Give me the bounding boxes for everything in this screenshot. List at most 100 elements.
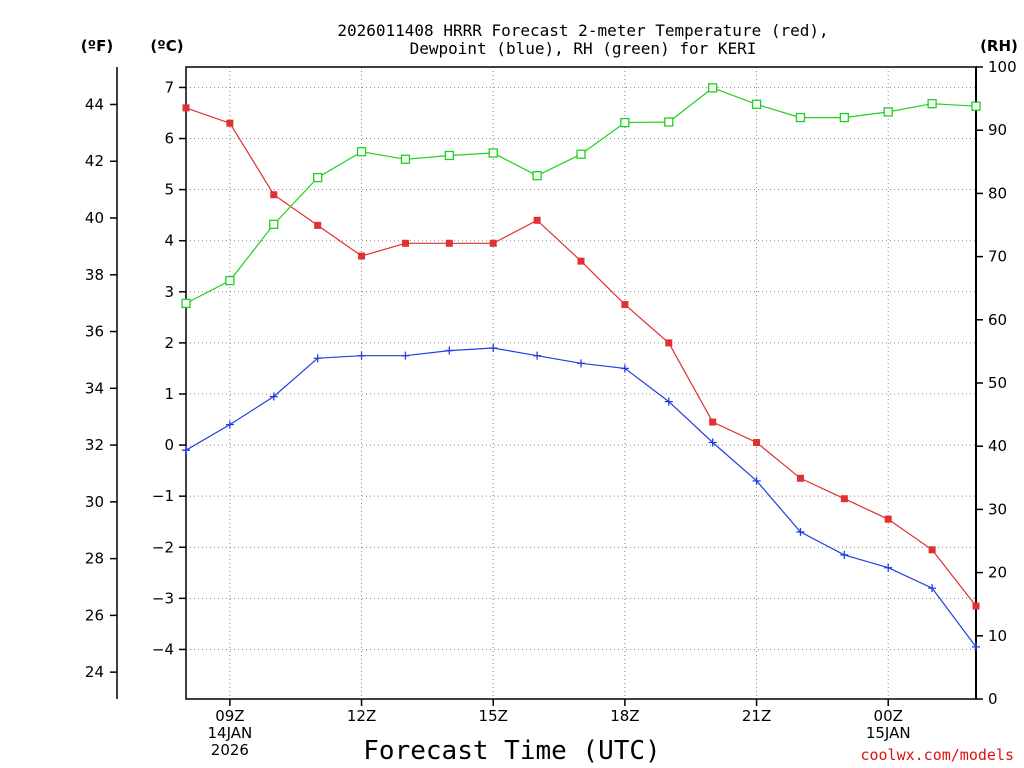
fahrenheit-tick-label: 24 bbox=[85, 663, 104, 681]
temperature-point bbox=[972, 602, 980, 610]
temperature-point bbox=[577, 257, 585, 265]
rh-point bbox=[620, 117, 630, 128]
celsius-tick-label: 3 bbox=[164, 283, 174, 301]
temperature-point bbox=[533, 216, 541, 224]
dewpoint-point bbox=[401, 351, 410, 360]
temperature-point bbox=[445, 239, 453, 247]
dewpoint-point bbox=[269, 392, 278, 401]
credit-text: coolwx.com/models bbox=[860, 746, 1014, 764]
rh-point bbox=[576, 149, 586, 159]
celsius-tick-label: 5 bbox=[164, 181, 174, 199]
celsius-tick-label: 2 bbox=[164, 334, 174, 352]
dewpoint-point bbox=[840, 550, 849, 559]
grid bbox=[186, 67, 976, 699]
temperature-point bbox=[884, 515, 892, 523]
dewpoint-point bbox=[357, 351, 366, 360]
temperature-point bbox=[226, 119, 234, 127]
temperature-point bbox=[753, 439, 761, 447]
dewpoint-point bbox=[752, 476, 761, 485]
fahrenheit-tick-label: 40 bbox=[85, 209, 104, 227]
rh-unit-label: (RH) bbox=[980, 37, 1018, 55]
x-tick-label: 14JAN bbox=[208, 724, 253, 742]
rh-point bbox=[708, 83, 718, 93]
fahrenheit-tick-label: 26 bbox=[85, 606, 104, 624]
rh-point bbox=[532, 171, 542, 181]
temperature-point bbox=[665, 339, 673, 347]
dewpoint-point bbox=[445, 346, 454, 355]
x-tick-label: 2026 bbox=[211, 741, 249, 759]
rh-point bbox=[971, 101, 981, 111]
celsius-unit-label: (ºC) bbox=[150, 37, 183, 55]
celsius-tick-label: 0 bbox=[164, 436, 174, 454]
x-tick-label: 15JAN bbox=[866, 724, 911, 742]
rh-line bbox=[185, 87, 977, 304]
temperature-point bbox=[182, 104, 190, 112]
rh-point bbox=[664, 117, 674, 127]
rh-tick-label: 30 bbox=[988, 500, 1007, 518]
dewpoint-point bbox=[664, 397, 673, 406]
dewpoint-point bbox=[796, 527, 805, 536]
dewpoint-point bbox=[928, 584, 937, 593]
rh-point bbox=[225, 275, 235, 286]
dewpoint-point bbox=[708, 438, 717, 447]
celsius-tick-label: −1 bbox=[152, 487, 174, 505]
celsius-tick-label: −2 bbox=[152, 538, 174, 556]
x-tick-label: 18Z bbox=[610, 707, 639, 725]
temperature-point bbox=[796, 474, 804, 482]
fahrenheit-tick-label: 32 bbox=[85, 436, 104, 454]
dewpoint-point bbox=[182, 446, 190, 455]
dewpoint-line bbox=[185, 347, 977, 648]
fahrenheit-tick-label: 44 bbox=[85, 95, 104, 113]
temperature-point bbox=[489, 239, 497, 247]
rh-tick-label: 0 bbox=[988, 690, 998, 708]
series-dewpoint bbox=[182, 344, 980, 651]
series-temperature bbox=[182, 104, 980, 610]
temperature-point bbox=[928, 546, 936, 554]
celsius-tick-label: −4 bbox=[152, 640, 174, 658]
celsius-tick-label: 4 bbox=[164, 232, 174, 250]
dewpoint-point bbox=[533, 351, 542, 360]
temperature-line bbox=[185, 107, 977, 607]
x-tick-label: 09Z bbox=[215, 707, 244, 725]
rh-tick-label: 10 bbox=[988, 627, 1007, 645]
rh-tick-label: 20 bbox=[988, 564, 1007, 582]
rh-point bbox=[400, 154, 411, 164]
chart-title-line-1: 2026011408 HRRR Forecast 2-meter Tempera… bbox=[337, 21, 828, 40]
celsius-tick-label: 6 bbox=[164, 130, 174, 148]
temperature-point bbox=[840, 495, 848, 503]
rh-tick-label: 50 bbox=[988, 374, 1007, 392]
axes: 2426283032343638404244−4−3−2−10123456701… bbox=[85, 58, 1017, 759]
rh-tick-label: 70 bbox=[988, 248, 1007, 266]
celsius-tick-label: 7 bbox=[164, 78, 174, 96]
rh-tick-label: 40 bbox=[988, 437, 1007, 455]
rh-point bbox=[839, 112, 849, 123]
temperature-point bbox=[621, 301, 629, 309]
dewpoint-point bbox=[620, 364, 629, 373]
fahrenheit-tick-label: 36 bbox=[85, 323, 104, 341]
fahrenheit-tick-label: 38 bbox=[85, 266, 104, 284]
series-rh bbox=[181, 83, 981, 309]
rh-tick-label: 100 bbox=[988, 58, 1017, 76]
rh-point bbox=[356, 147, 367, 157]
fahrenheit-tick-label: 42 bbox=[85, 152, 104, 170]
temperature-point bbox=[709, 418, 717, 426]
rh-point bbox=[444, 150, 454, 161]
dewpoint-point bbox=[313, 354, 322, 363]
x-tick-label: 21Z bbox=[742, 707, 771, 725]
temperature-point bbox=[270, 191, 278, 199]
rh-point bbox=[927, 99, 937, 109]
rh-point bbox=[795, 112, 806, 123]
x-tick-label: 15Z bbox=[479, 707, 508, 725]
x-tick-label: 00Z bbox=[874, 707, 903, 725]
rh-point bbox=[313, 172, 323, 183]
fahrenheit-tick-label: 34 bbox=[85, 379, 104, 397]
rh-point bbox=[883, 107, 893, 117]
dewpoint-point bbox=[489, 344, 498, 353]
rh-point bbox=[181, 298, 191, 309]
dewpoint-point bbox=[972, 642, 980, 651]
rh-point bbox=[488, 148, 498, 158]
temperature-point bbox=[401, 239, 409, 247]
dewpoint-point bbox=[225, 420, 234, 429]
rh-point bbox=[751, 99, 762, 109]
